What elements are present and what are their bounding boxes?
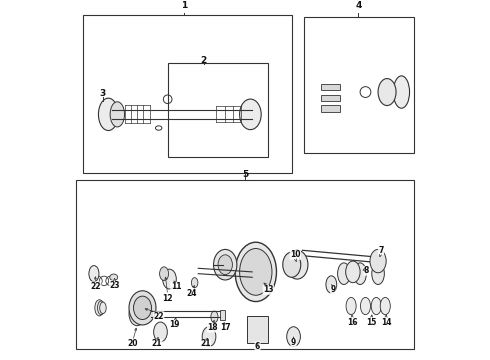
Ellipse shape xyxy=(110,102,124,127)
Text: 7: 7 xyxy=(378,246,384,255)
Ellipse shape xyxy=(129,302,145,326)
Ellipse shape xyxy=(133,296,151,320)
Ellipse shape xyxy=(370,249,386,273)
Text: 4: 4 xyxy=(355,1,362,10)
Ellipse shape xyxy=(154,322,167,342)
Text: 8: 8 xyxy=(364,266,369,275)
Ellipse shape xyxy=(346,297,356,315)
Ellipse shape xyxy=(89,266,99,282)
Text: 16: 16 xyxy=(347,318,357,327)
Bar xyxy=(320,95,341,101)
Ellipse shape xyxy=(372,263,384,284)
Ellipse shape xyxy=(286,250,308,279)
Ellipse shape xyxy=(202,327,216,347)
Text: 1: 1 xyxy=(181,1,187,10)
Text: 15: 15 xyxy=(367,318,377,327)
Ellipse shape xyxy=(110,274,118,280)
Ellipse shape xyxy=(361,297,370,315)
Ellipse shape xyxy=(98,301,105,315)
Text: 10: 10 xyxy=(290,251,300,260)
Ellipse shape xyxy=(380,297,391,315)
Text: 23: 23 xyxy=(110,281,120,290)
Text: 24: 24 xyxy=(187,289,197,298)
Ellipse shape xyxy=(338,263,350,284)
Ellipse shape xyxy=(378,78,396,105)
Ellipse shape xyxy=(354,263,367,284)
Text: 2: 2 xyxy=(200,56,207,65)
Ellipse shape xyxy=(192,278,198,288)
Text: 9: 9 xyxy=(330,285,336,294)
Bar xyxy=(220,310,225,320)
Ellipse shape xyxy=(251,271,271,298)
Bar xyxy=(304,17,414,153)
Ellipse shape xyxy=(160,267,169,280)
Ellipse shape xyxy=(132,306,142,321)
Bar xyxy=(247,316,269,343)
Bar xyxy=(320,105,341,112)
Text: 21: 21 xyxy=(151,339,162,348)
Ellipse shape xyxy=(99,302,106,314)
Ellipse shape xyxy=(163,269,176,289)
Ellipse shape xyxy=(287,327,300,347)
Text: 18: 18 xyxy=(207,323,218,332)
Bar xyxy=(320,84,341,90)
Text: 13: 13 xyxy=(263,285,273,294)
Ellipse shape xyxy=(98,98,118,131)
Text: 3: 3 xyxy=(100,89,106,98)
Ellipse shape xyxy=(371,297,381,315)
Ellipse shape xyxy=(129,291,156,325)
Ellipse shape xyxy=(218,255,232,275)
Text: 17: 17 xyxy=(220,323,230,332)
Ellipse shape xyxy=(211,311,218,323)
Ellipse shape xyxy=(283,252,301,277)
Ellipse shape xyxy=(393,76,410,108)
Bar xyxy=(76,180,414,349)
Text: 9: 9 xyxy=(291,338,296,347)
Bar xyxy=(83,15,292,173)
Text: 6: 6 xyxy=(255,342,260,351)
Ellipse shape xyxy=(240,99,261,130)
Text: 11: 11 xyxy=(171,282,181,291)
Text: 19: 19 xyxy=(170,320,180,329)
Text: 12: 12 xyxy=(162,294,173,303)
Text: 5: 5 xyxy=(242,170,248,179)
Text: 22: 22 xyxy=(153,312,164,321)
Ellipse shape xyxy=(214,249,237,280)
Ellipse shape xyxy=(95,300,104,316)
Ellipse shape xyxy=(326,276,337,293)
Ellipse shape xyxy=(235,242,276,302)
Text: 20: 20 xyxy=(127,339,138,348)
Ellipse shape xyxy=(346,261,360,283)
Text: 22: 22 xyxy=(91,282,101,291)
Text: 21: 21 xyxy=(200,339,211,348)
Bar xyxy=(168,63,269,157)
Text: 14: 14 xyxy=(381,318,391,327)
Ellipse shape xyxy=(240,248,272,295)
